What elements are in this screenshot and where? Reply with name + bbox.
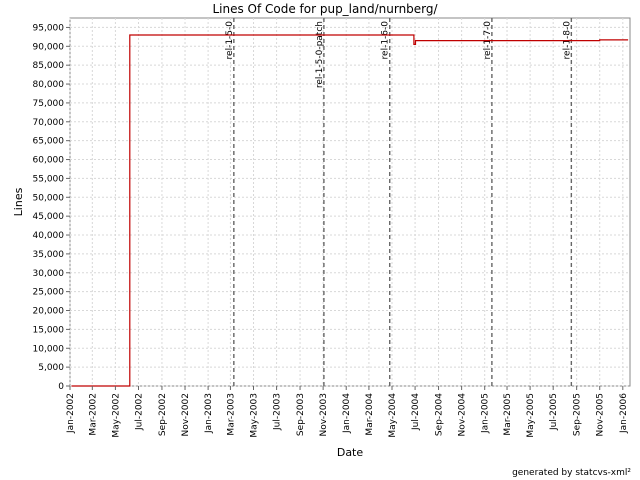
- x-tick-label: Sep-2005: [573, 393, 583, 436]
- x-tick-label: Jan-2002: [66, 393, 76, 434]
- y-tick-label: 5,000: [38, 363, 64, 373]
- x-tick-label: Nov-2004: [458, 393, 468, 437]
- x-tick-label: Sep-2004: [435, 393, 445, 436]
- y-tick-label: 0: [58, 382, 64, 392]
- x-tick-label: May-2002: [111, 393, 121, 438]
- x-axis-label: Date: [337, 446, 364, 459]
- y-tick-label: 80,000: [33, 80, 65, 90]
- series-group: [71, 34, 629, 387]
- y-tick-label: 70,000: [33, 118, 65, 128]
- release-marker-label: rel-1-6-0: [381, 21, 391, 60]
- y-tick-label: 10,000: [33, 344, 65, 354]
- y-tick-label: 25,000: [33, 288, 65, 298]
- x-tick-label: Jul-2002: [134, 393, 144, 431]
- y-tick-label: 35,000: [33, 250, 65, 260]
- y-tick-label: 75,000: [33, 99, 65, 109]
- x-tick-label: May-2005: [526, 393, 536, 438]
- release-marker-label: rel-1-5-0-patch: [315, 21, 325, 88]
- y-tick-label: 60,000: [33, 156, 65, 166]
- y-tick-label: 30,000: [33, 269, 65, 279]
- y-tick-label: 40,000: [33, 231, 65, 241]
- y-tick-label: 95,000: [33, 23, 65, 33]
- grid: [69, 18, 630, 387]
- x-tick-label: May-2003: [250, 393, 260, 438]
- plot-area: [69, 17, 631, 387]
- y-tick-label: 50,000: [33, 193, 65, 203]
- x-tick-label: Mar-2003: [226, 393, 236, 436]
- y-tick-label: 65,000: [33, 137, 65, 147]
- x-tick-label: Mar-2005: [503, 393, 513, 436]
- x-tick-label: Sep-2002: [158, 393, 168, 436]
- x-axis: Jan-2002 Mar-2002 May-2002 Jul-2002 Sep-2002…: [66, 386, 629, 438]
- x-tick-label: May-2004: [388, 393, 398, 438]
- x-tick-label: Jan-2003: [204, 393, 214, 434]
- x-tick-label: Jan-2005: [481, 393, 491, 434]
- x-tick-label: Jul-2005: [549, 393, 559, 431]
- x-tick-label: Mar-2004: [365, 393, 375, 436]
- y-tick-label: 15,000: [33, 325, 65, 335]
- x-tick-label: Nov-2003: [319, 393, 329, 436]
- x-tick-label: Nov-2002: [181, 393, 191, 436]
- release-marker-label: rel-1-5-0: [225, 21, 235, 60]
- x-tick-label: Nov-2005: [596, 393, 606, 436]
- x-tick-label: Jan-2004: [342, 393, 352, 434]
- y-tick-label: 85,000: [33, 61, 65, 71]
- y-axis-label: Lines: [12, 187, 25, 216]
- y-tick-label: 45,000: [33, 212, 65, 222]
- y-axis: 0 5,000 10,000 15,000 20,000 25,000 30,000 35,0…: [33, 23, 70, 392]
- x-tick-label: Jul-2004: [411, 393, 421, 431]
- loc-series-line: [71, 34, 629, 387]
- y-tick-label: 55,000: [33, 174, 65, 184]
- chart-title: Lines Of Code for pup_land/nurnberg/: [212, 2, 438, 16]
- y-tick-label: 20,000: [33, 307, 65, 317]
- footer-credit: generated by statcvs-xml²: [512, 468, 631, 478]
- y-tick-label: 90,000: [33, 42, 65, 52]
- x-tick-label: Mar-2002: [88, 393, 98, 436]
- x-tick-label: Jul-2003: [273, 393, 283, 431]
- x-tick-label: Sep-2003: [296, 393, 306, 436]
- x-tick-label: Jan-2006: [619, 393, 629, 434]
